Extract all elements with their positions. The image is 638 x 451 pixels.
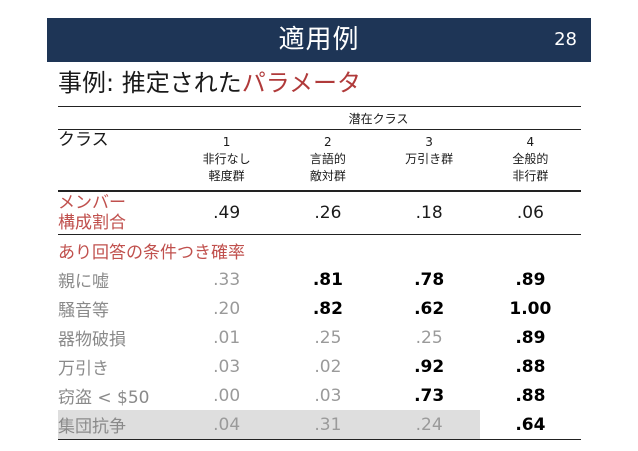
membership-value: .26 [314,203,342,223]
row-value: .82 [312,298,343,319]
row-value: .88 [515,385,546,406]
latent-class-header: 潜在クラス [176,106,581,130]
table-row: 器物破損 .01 .25 .25 .89 [58,323,581,352]
row-value: .88 [515,356,546,377]
row-value: .81 [312,269,343,290]
row-value: .03 [314,385,342,406]
latent-class-header-row: 潜在クラス [58,106,581,130]
row-value: .89 [515,269,546,290]
membership-label: メンバー 構成割合 [58,193,126,233]
membership-row: メンバー 構成割合 .49 .26 .18 .06 [58,191,581,235]
class-header-row: クラス 1 非行なし 軽度群 2 言語的 敵対群 3 万引き群 4 全般的 非行群 [58,130,581,191]
row-value: .64 [479,410,581,440]
row-value: .03 [213,356,241,377]
table-row: 万引き .03 .02 .92 .88 [58,352,581,381]
section-label: あり回答の条件つき確率 [58,242,245,263]
title-bar: 適用例 28 [47,18,591,62]
row-value: .73 [414,385,445,406]
row-value: .04 [176,410,278,440]
row-value: .25 [415,327,443,348]
slide-title: 適用例 [278,25,360,55]
row-label: 騒音等 [58,301,109,321]
row-value: .89 [515,327,546,348]
class-3-header: 3 万引き群 [405,135,454,166]
row-value: .01 [213,327,241,348]
heading-prefix: 事例: 推定された [58,69,242,97]
row-value: .25 [314,327,342,348]
table-row: 集団抗争 .04.31.24.64 [58,410,581,440]
table-row: 窃盗 < $50 .00 .03 .73 .88 [58,381,581,410]
row-label: 窃盗 < $50 [58,388,150,408]
heading-accent: パラメータ [241,69,361,97]
membership-value: .06 [516,203,544,223]
row-value: .20 [213,298,241,319]
slide-heading: 事例: 推定されたパラメータ [58,66,361,100]
row-label: 親に嘘 [58,272,109,292]
row-value: .24 [378,410,480,440]
class-label: クラス [58,130,109,150]
row-value: .33 [213,269,241,290]
row-label: 器物破損 [58,330,126,350]
membership-value: .49 [213,203,241,223]
membership-value: .18 [415,203,443,223]
row-value: 1.00 [509,298,552,319]
row-value: .62 [414,298,445,319]
row-label: 万引き [58,359,109,379]
table-row: 騒音等 .20 .82 .62 1.00 [58,294,581,323]
row-value: .00 [213,385,241,406]
row-value: .92 [414,356,445,377]
row-value: .31 [277,410,379,440]
row-label: 集団抗争 [58,410,176,440]
parameter-table: 潜在クラス クラス 1 非行なし 軽度群 2 言語的 敵対群 3 万引き群 4 全般的 非行群… [58,106,581,440]
table-row: 親に嘘 .33 .81 .78 .89 [58,265,581,294]
row-value: .02 [314,356,342,377]
section-row: あり回答の条件つき確率 [58,235,581,266]
row-value: .78 [414,269,445,290]
class-4-header: 4 全般的 非行群 [512,135,549,183]
page-number: 28 [554,29,577,50]
class-2-header: 2 言語的 敵対群 [309,135,346,183]
class-1-header: 1 非行なし 軽度群 [202,135,251,183]
